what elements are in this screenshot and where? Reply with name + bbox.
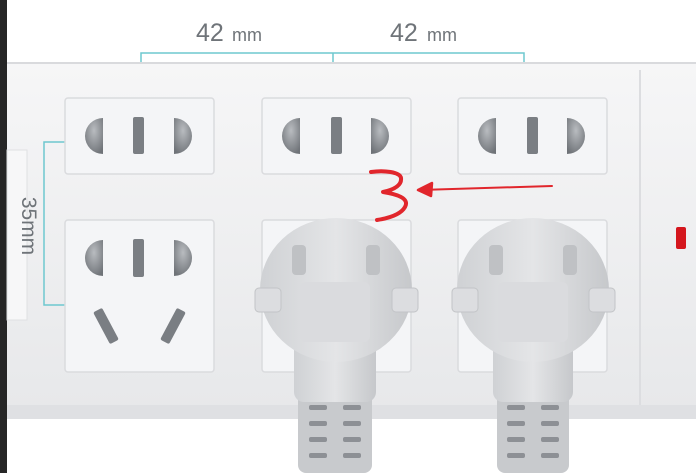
dimension-top-left-unit: mm [232, 25, 262, 45]
outlet-top-3 [457, 97, 608, 175]
dimension-top-left: 42 [196, 19, 224, 47]
socket-hole-left [282, 118, 300, 154]
socket-pin-center [133, 117, 144, 154]
socket-hole-right [174, 240, 192, 276]
plug-tab-right [588, 287, 616, 313]
red-annotation [369, 169, 553, 222]
socket-hole-right [174, 118, 192, 154]
plug-cable [298, 380, 372, 473]
outlet-bottom-1 [64, 219, 215, 373]
cable-grip-lines [507, 405, 559, 458]
plug-right [451, 218, 616, 473]
plug-tab-right [391, 287, 419, 313]
handdrawn-brace-mark [369, 169, 408, 222]
socket-pin-center [133, 239, 144, 277]
cable-grip-lines [309, 405, 361, 458]
plug-cable [497, 380, 569, 473]
dark-left-edge [0, 0, 7, 473]
plug-ridge-right [563, 245, 577, 275]
plug-face [300, 282, 370, 342]
top-area [7, 0, 696, 62]
plug-ridge-right [366, 245, 380, 275]
socket-slot-angled-right [160, 308, 186, 344]
indicator-light [676, 227, 686, 249]
plug-tab-left [254, 287, 282, 313]
dimension-lines [43, 52, 525, 306]
side-tab [6, 149, 28, 321]
socket-hole-left [478, 118, 496, 154]
dimension-side-label: 35mm [17, 197, 40, 255]
socket-hole-left [85, 118, 103, 154]
socket-pin-center [527, 117, 538, 154]
side-dimension-line [43, 141, 67, 306]
plug-ridge-left [489, 245, 503, 275]
outlet-top-1 [64, 97, 215, 175]
arrow-line [419, 185, 553, 191]
top-dimension-line [140, 52, 525, 62]
socket-hole-right [567, 118, 585, 154]
socket-pin-center [331, 117, 342, 154]
plug-ridge-left [292, 245, 306, 275]
plug-face [498, 282, 568, 342]
socket-hole-right [371, 118, 389, 154]
plug-tab-left [451, 287, 479, 313]
plug-left [254, 218, 419, 473]
socket-hole-left [85, 240, 103, 276]
dimension-top-right-unit: mm [427, 25, 457, 45]
socket-slot-angled-left [93, 308, 119, 344]
outlet-top-2 [261, 97, 412, 175]
dimension-top-right: 42 [390, 19, 418, 47]
arrow-head [416, 181, 434, 198]
